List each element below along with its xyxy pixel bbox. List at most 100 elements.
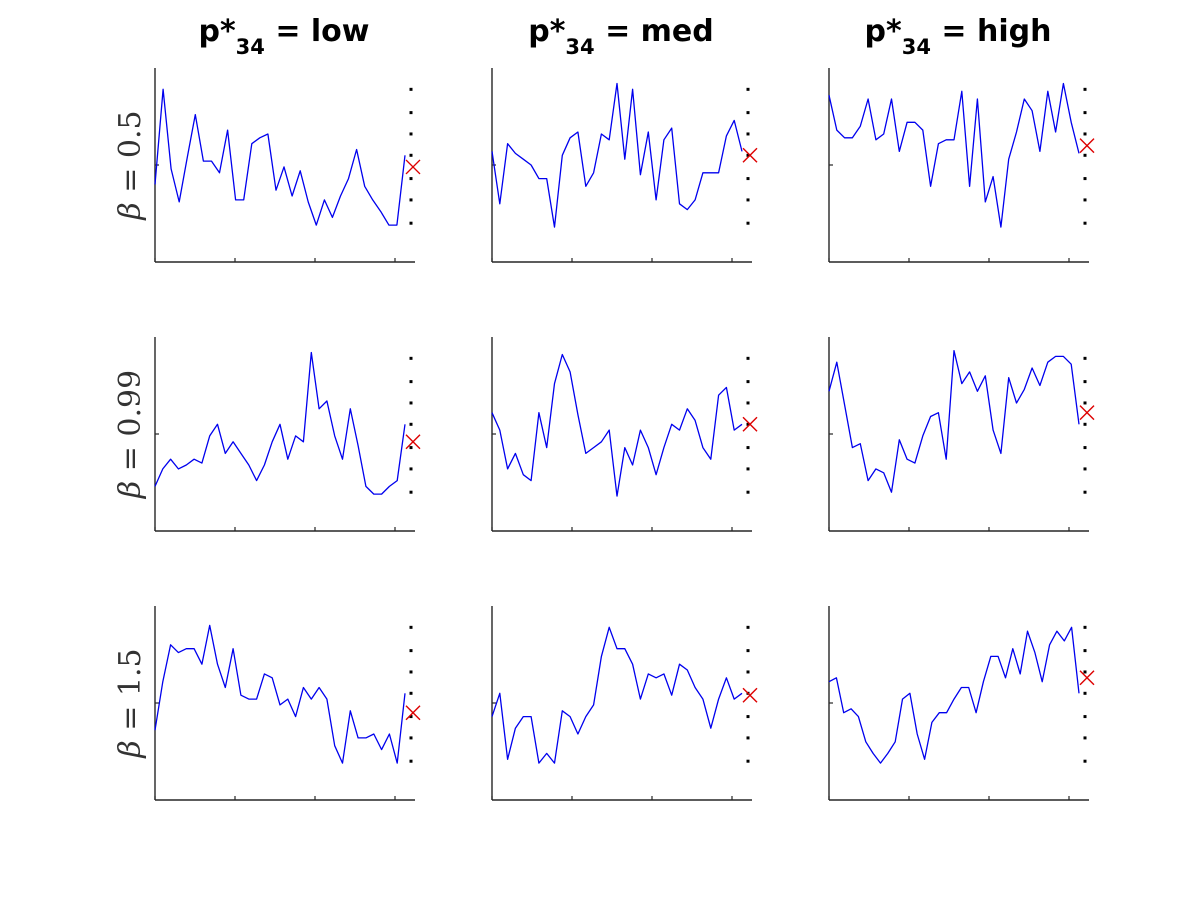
dot-marker [1083,380,1087,384]
row-labels: β = 0.5 β = 0.99 β = 1.5 [113,110,148,758]
panels [154,68,1095,801]
dot-marker [409,198,413,202]
x-cross-stroke [405,434,421,450]
x-cross-icon [1079,405,1095,421]
dot-marker [409,490,413,494]
dot-marker [746,625,750,629]
panel-r3-c1 [154,606,421,801]
dot-marker [746,649,750,653]
panel-r1-c3 [828,68,1095,263]
dot-marker [1083,490,1087,494]
series-line [491,82,743,228]
dot-marker [746,111,750,115]
dot-marker [409,221,413,225]
dot-marker [409,649,413,653]
x-cross-stroke [742,687,758,703]
series-line [154,624,406,764]
series-line [828,82,1080,228]
dot-marker [409,380,413,384]
dot-marker [409,87,413,91]
dot-marker [1083,467,1087,471]
series-line [154,88,406,226]
x-cross-stroke [405,159,421,175]
series-line [491,626,743,764]
x-cross-icon [1079,138,1095,154]
dot-marker [746,715,750,719]
dot-marker [409,422,413,426]
panel-r2-c3 [828,337,1095,532]
column-title-med: p*34 = med [528,14,714,59]
dot-marker [1083,649,1087,653]
dot-marker [1083,356,1087,360]
panel-r3-c3 [828,606,1095,801]
row-label-beta-0-99: β = 0.99 [113,370,148,499]
dot-marker [409,153,413,157]
dot-marker [409,625,413,629]
dot-marker [409,670,413,674]
panel-r2-c2 [491,337,758,532]
dot-marker [409,691,413,695]
x-cross-icon [405,705,421,721]
dot-marker [746,177,750,181]
x-cross-icon [742,687,758,703]
x-cross-stroke [742,416,758,432]
x-cross-icon [1079,670,1095,686]
x-cross-stroke [405,705,421,721]
dot-marker [1083,691,1087,695]
column-title-low: p*34 = low [198,14,369,59]
panel-r3-c2 [491,606,758,801]
panel-r1-c2 [491,68,758,263]
dot-marker [1083,625,1087,629]
column-titles: p*34 = low p*34 = med p*34 = high [198,14,1051,59]
dot-marker [409,132,413,136]
dot-marker [746,670,750,674]
dot-marker [409,467,413,471]
dot-marker [1083,153,1087,157]
dot-marker [409,111,413,115]
dot-marker [409,401,413,405]
panel-r2-c1 [154,337,421,532]
dot-marker [746,153,750,157]
dot-marker [409,759,413,763]
row-label-beta-0-5: β = 0.5 [113,110,148,220]
dot-marker [1083,422,1087,426]
series-line [828,626,1080,764]
dot-marker [746,490,750,494]
dot-marker [1083,446,1087,450]
panel-r1-c1 [154,68,421,263]
x-cross-stroke [1079,405,1095,421]
x-cross-icon [405,434,421,450]
dot-marker [746,759,750,763]
dot-marker [746,467,750,471]
dot-marker [746,422,750,426]
dot-marker [409,736,413,740]
dot-marker [1083,715,1087,719]
dot-marker [746,87,750,91]
dot-marker [746,132,750,136]
dot-marker [1083,401,1087,405]
series-line [828,349,1080,493]
dot-marker [746,736,750,740]
dot-marker [746,198,750,202]
dot-marker [746,380,750,384]
dot-marker [1083,177,1087,181]
x-cross-stroke [742,147,758,163]
dot-marker [746,446,750,450]
dot-marker [409,715,413,719]
x-cross-icon [742,416,758,432]
dot-marker [1083,736,1087,740]
dot-marker [409,356,413,360]
dot-marker [1083,132,1087,136]
x-cross-icon [405,159,421,175]
column-title-high: p*34 = high [865,14,1052,59]
dot-marker [1083,111,1087,115]
dot-marker [746,221,750,225]
dot-marker [746,401,750,405]
x-cross-stroke [1079,670,1095,686]
dot-marker [1083,221,1087,225]
series-line [154,351,406,495]
dot-marker [409,177,413,181]
dot-marker [1083,670,1087,674]
dot-marker [1083,87,1087,91]
